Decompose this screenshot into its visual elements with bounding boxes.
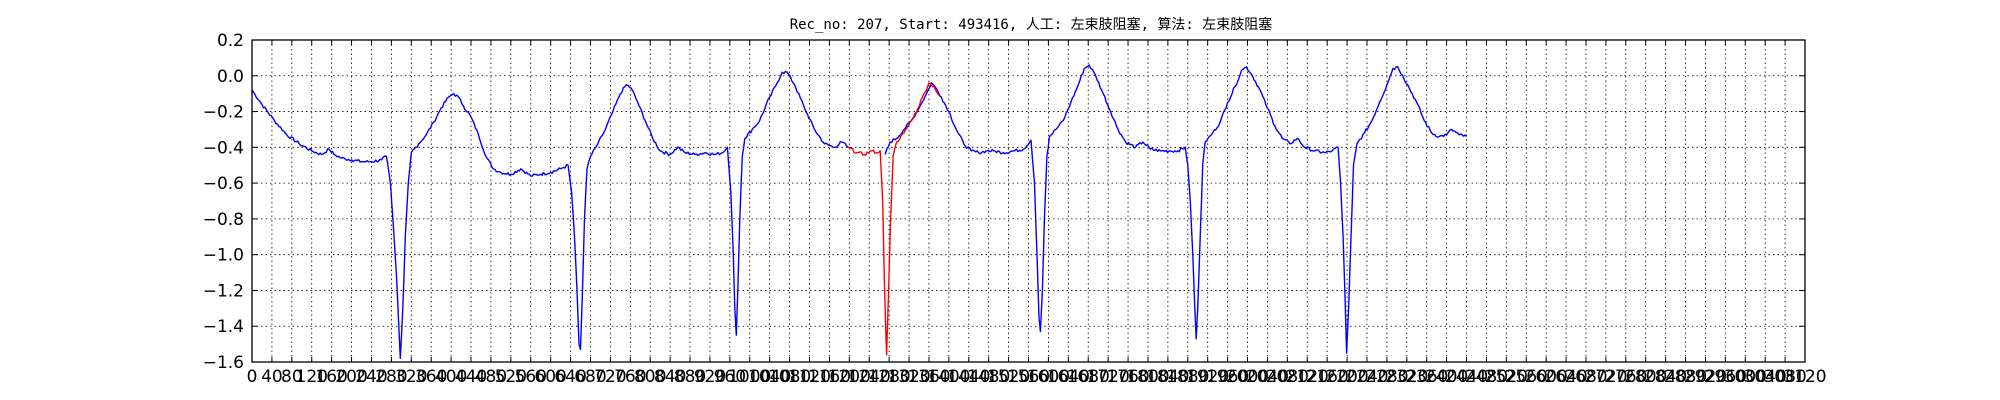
x-tick-label: 2480 — [1465, 367, 1508, 387]
x-tick-label: 2920 — [1684, 367, 1727, 387]
chart-title: Rec_no: 207, Start: 493416, 人工: 左束肢阻塞, 算… — [790, 16, 1273, 33]
x-tick-label: 1280 — [867, 367, 910, 387]
x-tick-label: 1800 — [1126, 367, 1169, 387]
y-tick-label: −1.2 — [203, 281, 244, 301]
x-tick-label: 1920 — [1186, 367, 1229, 387]
x-tick-label: 1240 — [848, 367, 891, 387]
y-tick-label: −1.0 — [203, 246, 244, 266]
x-tick-label: 1520 — [987, 367, 1030, 387]
x-tick-label: 2720 — [1584, 367, 1627, 387]
x-tick-label: 2320 — [1385, 367, 1428, 387]
x-tick-label: 1560 — [1007, 367, 1050, 387]
y-tick-label: 0.2 — [217, 31, 244, 51]
series-line — [848, 82, 940, 356]
x-tick-label: 3080 — [1763, 367, 1806, 387]
x-tick-label: 2640 — [1544, 367, 1587, 387]
x-tick-label: 600 — [534, 367, 566, 387]
x-tick-label: 1840 — [1146, 367, 1189, 387]
x-tick-label: 360 — [415, 367, 447, 387]
x-tick-label: 40 — [261, 367, 283, 387]
x-tick-label: 1360 — [907, 367, 950, 387]
x-tick-label: 800 — [634, 367, 666, 387]
x-tick-label: 80 — [281, 367, 303, 387]
x-axis: 0 408012016020024028032036040044048052056… — [247, 40, 1827, 387]
x-tick-label: 440 — [455, 367, 487, 387]
x-tick-label: 2880 — [1664, 367, 1707, 387]
x-tick-label: 0 — [247, 367, 258, 387]
x-tick-label: 2560 — [1505, 367, 1548, 387]
y-tick-label: −0.2 — [203, 103, 244, 123]
x-tick-label: 2600 — [1525, 367, 1568, 387]
x-tick-label: 1200 — [828, 367, 871, 387]
x-tick-label: 1440 — [947, 367, 990, 387]
x-tick-label: 2840 — [1644, 367, 1687, 387]
y-tick-label: −0.4 — [203, 138, 244, 158]
x-tick-label: 680 — [574, 367, 606, 387]
x-tick-label: 2400 — [1425, 367, 1468, 387]
series-line — [251, 70, 849, 360]
series-layer — [251, 64, 1468, 360]
grid-lines — [251, 39, 1806, 363]
x-tick-label: 1720 — [1087, 367, 1130, 387]
x-tick-label: 2000 — [1226, 367, 1269, 387]
x-tick-label: 2760 — [1604, 367, 1647, 387]
x-tick-label: 840 — [654, 367, 686, 387]
x-tick-label: 1480 — [967, 367, 1010, 387]
x-tick-label: 2080 — [1266, 367, 1309, 387]
x-tick-label: 1960 — [1206, 367, 1249, 387]
x-tick-label: 760 — [614, 367, 646, 387]
x-tick-label: 960 — [714, 367, 746, 387]
x-tick-label: 280 — [375, 367, 407, 387]
x-tick-label: 1320 — [887, 367, 930, 387]
x-tick-label: 1080 — [768, 367, 811, 387]
x-tick-label: 320 — [395, 367, 427, 387]
x-tick-label: 920 — [694, 367, 726, 387]
x-tick-label: 2040 — [1246, 367, 1289, 387]
y-tick-label: −1.6 — [203, 353, 244, 373]
x-tick-label: 2360 — [1405, 367, 1448, 387]
y-tick-label: 0.0 — [217, 67, 244, 87]
y-tick-label: −0.6 — [203, 174, 244, 194]
x-tick-label: 3000 — [1724, 367, 1767, 387]
x-tick-label: 200 — [335, 367, 367, 387]
x-tick-label: 240 — [355, 367, 387, 387]
x-tick-label: 1000 — [728, 367, 771, 387]
x-tick-label: 2800 — [1624, 367, 1667, 387]
x-tick-label: 2280 — [1365, 367, 1408, 387]
x-tick-label: 560 — [515, 367, 547, 387]
x-tick-label: 880 — [674, 367, 706, 387]
x-tick-label: 1040 — [748, 367, 791, 387]
x-tick-label: 1400 — [927, 367, 970, 387]
x-tick-label: 720 — [594, 367, 626, 387]
x-tick-label: 120 — [296, 367, 328, 387]
x-tick-label: 480 — [475, 367, 507, 387]
x-tick-label: 400 — [435, 367, 467, 387]
x-tick-label: 1880 — [1166, 367, 1209, 387]
y-tick-label: −0.8 — [203, 210, 244, 230]
x-tick-label: 2240 — [1345, 367, 1388, 387]
x-tick-label: 2120 — [1286, 367, 1329, 387]
x-tick-label: 2160 — [1306, 367, 1349, 387]
x-tick-label: 2960 — [1704, 367, 1747, 387]
x-tick-label: 2440 — [1445, 367, 1488, 387]
y-tick-label: −1.4 — [203, 317, 244, 337]
x-tick-label: 160 — [315, 367, 347, 387]
series-line — [884, 64, 1468, 354]
x-tick-label: 1160 — [808, 367, 851, 387]
x-tick-label: 2200 — [1325, 367, 1368, 387]
plot-frame — [251, 39, 1806, 363]
x-tick-label: 2680 — [1564, 367, 1607, 387]
x-tick-label: 1680 — [1067, 367, 1110, 387]
x-tick-label: 1600 — [1027, 367, 1070, 387]
x-tick-label: 2520 — [1485, 367, 1528, 387]
x-tick-label: 1120 — [788, 367, 831, 387]
x-tick-label: 520 — [495, 367, 527, 387]
y-axis: 0.2 0.0 −0.2 −0.4 −0.6 −0.8 −1.0 −1.2 −1.4 −1.6 — [203, 31, 1805, 373]
x-tick-label: 3040 — [1744, 367, 1787, 387]
x-tick-label: 1760 — [1106, 367, 1149, 387]
x-tick-label: 3120 — [1783, 367, 1826, 387]
x-tick-label: 640 — [554, 367, 586, 387]
x-tick-label: 1640 — [1047, 367, 1090, 387]
